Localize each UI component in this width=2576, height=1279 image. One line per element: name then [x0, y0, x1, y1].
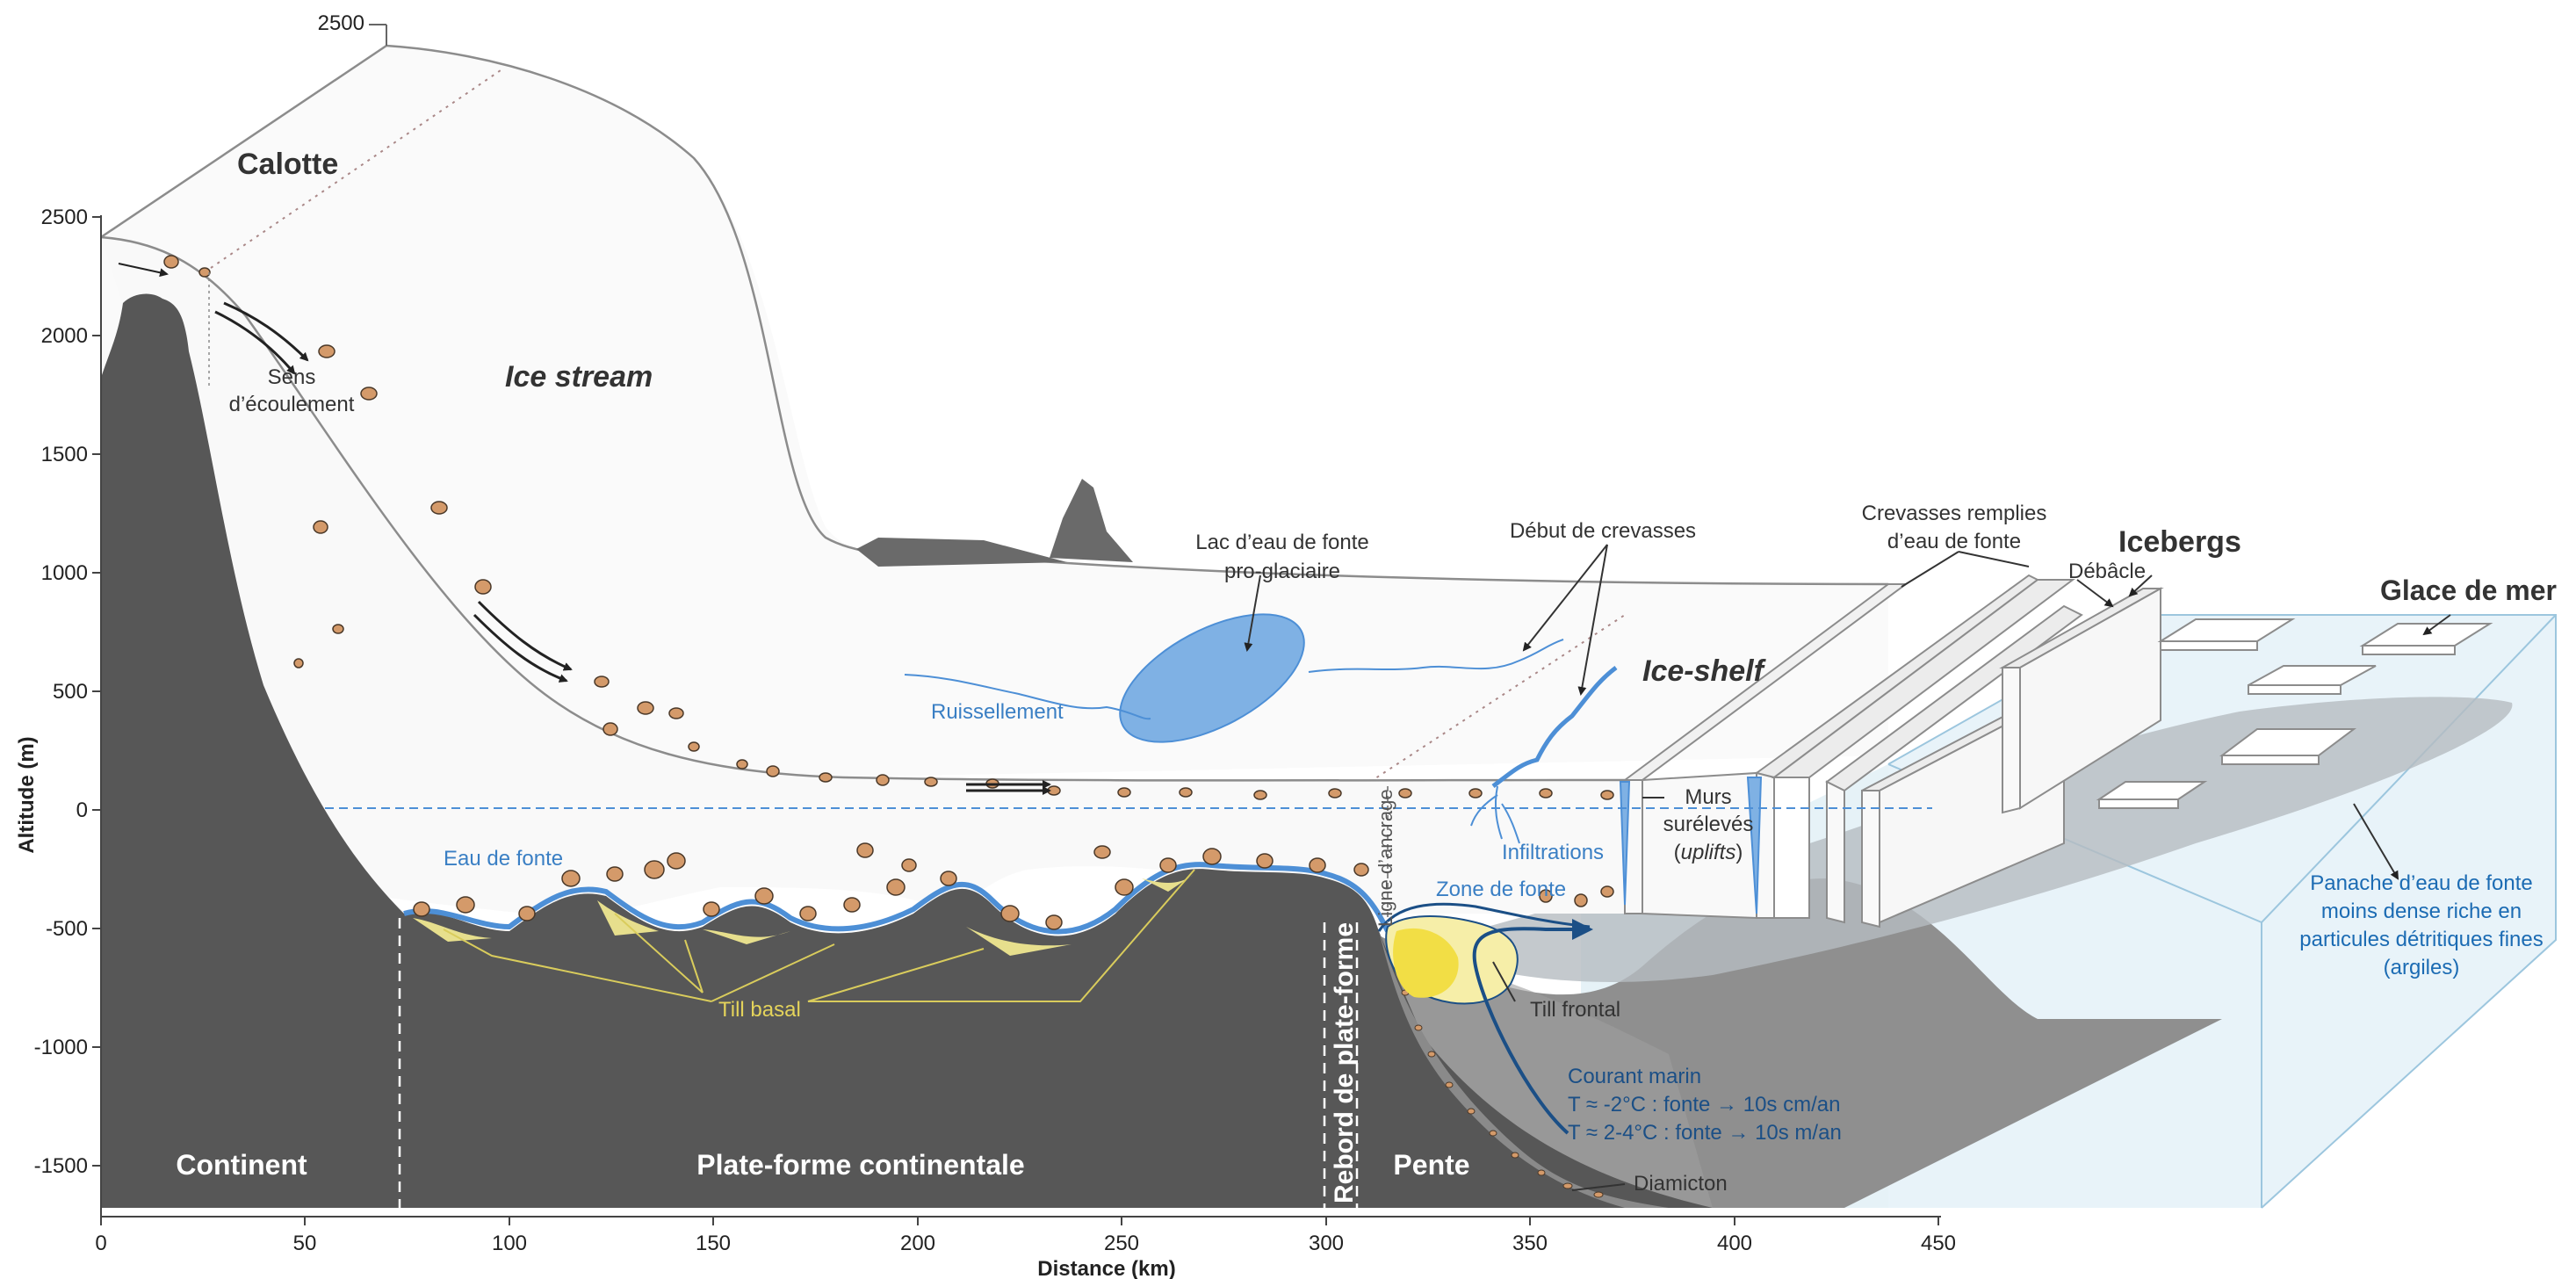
y-tick: 500: [53, 680, 88, 704]
ice-shelf-front: [1621, 574, 2164, 929]
surface-streams: [904, 639, 1618, 788]
sediment-clasts: [163, 255, 1693, 930]
x-tick: 450: [1921, 1232, 1956, 1255]
x-tick: 100: [492, 1232, 527, 1255]
crevasse-melt: [1619, 777, 1763, 914]
y-tick: 2000: [41, 324, 88, 348]
x-tick: 150: [696, 1232, 731, 1255]
y-axis-title: Altitude (m): [15, 736, 39, 853]
x-tick: 400: [1717, 1232, 1752, 1255]
proglacial-lake: [1119, 613, 1305, 743]
y-tick: 1000: [41, 561, 88, 585]
label-panache-1: Panache d’eau de fonte: [2310, 871, 2533, 895]
label-debacle: Débâcle: [2068, 560, 2146, 583]
label-ligne-ancrage: Ligne d’ancrage: [1375, 789, 1396, 927]
ocean-current-arrow: [1472, 919, 1593, 1135]
label-lac-2: pro-glaciaire: [1224, 560, 1340, 583]
basal-meltwater: [403, 862, 1390, 935]
back-axis-tick: 2500: [318, 11, 364, 35]
label-panache-4: (argiles): [2384, 956, 2460, 979]
label-glace-de-mer: Glace de mer: [2380, 574, 2557, 606]
y-tick: -1000: [34, 1036, 88, 1059]
diamicton-clasts: [1401, 989, 1604, 1198]
zone-separators: [398, 918, 1359, 1208]
label-debut-crevasses: Début de crevasses: [1510, 519, 1696, 543]
label-murs-1: Murs: [1685, 785, 1731, 809]
label-ruissellement: Ruissellement: [931, 700, 1064, 724]
x-tick: 0: [95, 1232, 106, 1255]
grounding-zone: [1377, 902, 1591, 1005]
label-crevasses-1: Crevasses remplies: [1862, 502, 2047, 525]
background-peaks: [856, 479, 1133, 567]
label-courant-2: T ≈ -2°C : fonte → 10s cm/an: [1568, 1093, 1840, 1116]
label-till-basal: Till basal: [718, 998, 801, 1022]
ice-back-block: [100, 24, 1889, 791]
till-basal-leaders: [443, 869, 1195, 1002]
y-tick: 0: [76, 798, 88, 822]
label-till-frontal: Till frontal: [1530, 998, 1620, 1022]
flow-arrows: [214, 301, 1051, 795]
label-courant-3: T ≈ 2-4°C : fonte → 10s m/an: [1568, 1121, 1842, 1145]
label-zone-de-fonte: Zone de fonte: [1436, 878, 1566, 901]
label-rebord: Rebord de plate-forme: [1330, 922, 1359, 1203]
murs-paren-open: (: [1674, 841, 1681, 864]
label-continent: Continent: [176, 1149, 307, 1181]
label-panache-2: moins dense riche en: [2321, 900, 2522, 923]
till-basal-patches: [413, 874, 1194, 956]
murs-paren-close: ): [1735, 841, 1743, 864]
back-ice-outline: [386, 44, 1889, 586]
label-murs-3: (uplifts): [1674, 841, 1743, 864]
x-axis-title: Distance (km): [1037, 1257, 1175, 1279]
sea-ice-plates: [2096, 618, 2493, 809]
label-crevasses-2: d’eau de fonte: [1887, 530, 2021, 553]
murs-uplifts: uplifts: [1681, 841, 1736, 864]
label-plateforme: Plate-forme continentale: [696, 1149, 1024, 1181]
axes: 2500 2000 1500 1000 500 0 -500 -1000 -15…: [15, 11, 1956, 1279]
label-ice-stream: Ice stream: [505, 360, 653, 394]
bedrock: [101, 293, 1713, 1208]
y-tick: -1500: [34, 1154, 88, 1178]
label-panache-3: particules détritiques fines: [2299, 928, 2543, 951]
label-murs-2: surélevés: [1663, 813, 1754, 836]
ice-surface-line: [100, 235, 1626, 782]
label-sens: Sens: [268, 365, 316, 389]
leader-lines: [1244, 544, 2451, 1191]
x-tick: 300: [1309, 1232, 1344, 1255]
y-tick: 2500: [41, 206, 88, 229]
label-courant-1: Courant marin: [1568, 1065, 1701, 1088]
x-tick: 200: [900, 1232, 935, 1255]
y-tick: 1500: [41, 443, 88, 466]
label-infiltrations: Infiltrations: [1502, 841, 1604, 864]
x-tick: 350: [1512, 1232, 1548, 1255]
y-tick: -500: [46, 917, 88, 941]
small-flow-arrow: [118, 263, 169, 278]
x-tick: 250: [1104, 1232, 1139, 1255]
label-pente: Pente: [1393, 1149, 1469, 1181]
label-diamicton: Diamicton: [1634, 1172, 1728, 1196]
label-lac-1: Lac d’eau de fonte: [1195, 531, 1369, 554]
label-calotte: Calotte: [237, 148, 338, 181]
ice-sheet: [100, 235, 1626, 931]
x-tick: 50: [293, 1232, 317, 1255]
label-eau-de-fonte: Eau de fonte: [444, 847, 563, 871]
label-icebergs: Icebergs: [2118, 525, 2241, 559]
label-ice-shelf: Ice-shelf: [1642, 654, 1767, 688]
label-ecoulement: d’écoulement: [229, 393, 355, 416]
back-edge-line: [100, 44, 387, 239]
